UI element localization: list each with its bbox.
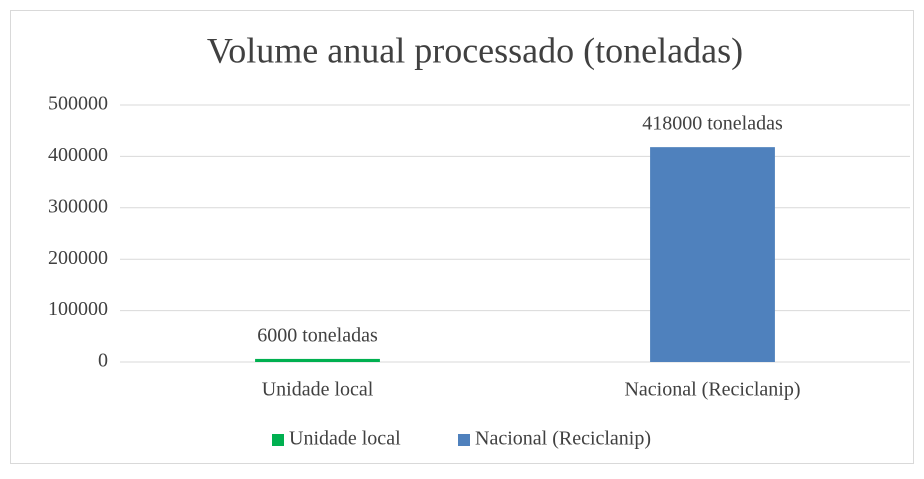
bar: [255, 358, 380, 362]
y-tick-label: 200000: [48, 247, 108, 269]
y-tick-label: 400000: [48, 144, 108, 166]
x-tick-label: Nacional (Reciclanip): [624, 379, 800, 401]
legend-label: Nacional (Reciclanip): [475, 428, 651, 450]
chart-title: Volume anual processado (toneladas): [207, 30, 743, 70]
data-label: 6000 toneladas: [257, 325, 378, 347]
legend-label: Unidade local: [289, 428, 401, 450]
y-tick-label: 100000: [48, 298, 108, 320]
bar: [650, 147, 775, 362]
y-tick-label: 0: [98, 350, 108, 372]
legend-swatch: [458, 434, 470, 446]
x-tick-label: Unidade local: [262, 379, 374, 401]
legend-swatch: [272, 434, 284, 446]
y-tick-label: 500000: [48, 93, 108, 115]
data-label: 418000 toneladas: [642, 113, 783, 135]
y-tick-label: 300000: [48, 195, 108, 217]
